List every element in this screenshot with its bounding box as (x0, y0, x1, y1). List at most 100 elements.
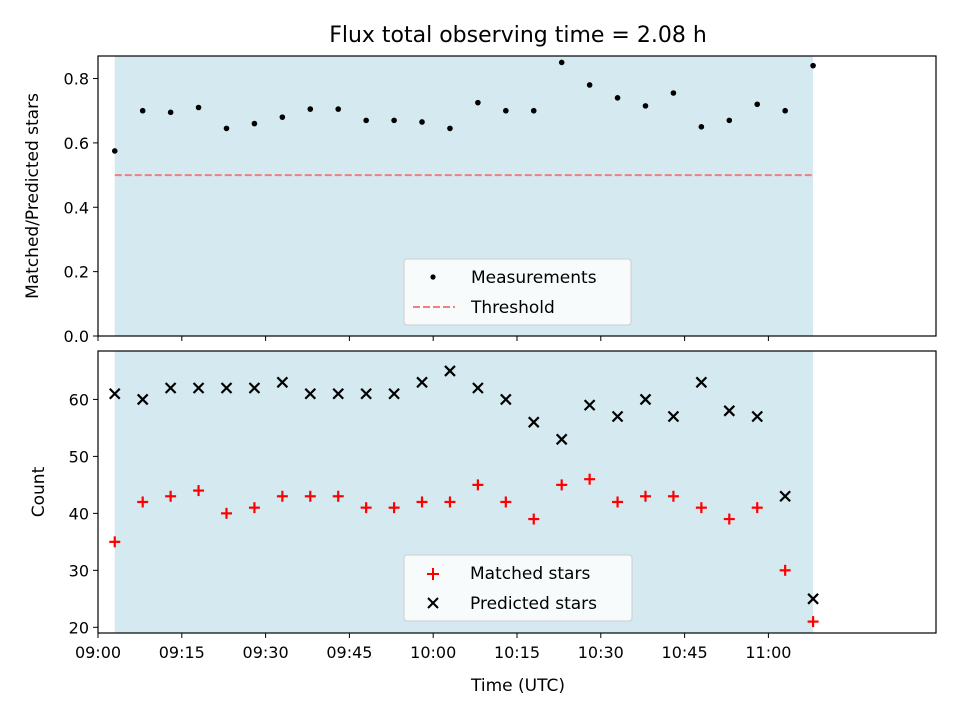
matched-star-point (667, 490, 679, 502)
predicted-star-point (807, 593, 819, 605)
matched-star-point (444, 496, 456, 508)
predicted-star-point (332, 387, 345, 400)
legend-matched-marker (427, 568, 439, 580)
matched-star-point (472, 479, 484, 491)
matched-star-point (193, 485, 205, 497)
matched-star-point (751, 502, 763, 514)
predicted-star-point (136, 393, 149, 406)
y-tick-label: 0.4 (64, 198, 89, 217)
y-tick-label: 40 (69, 504, 89, 523)
x-tick-label: 10:00 (410, 643, 456, 662)
y-tick-label: 0.0 (64, 327, 89, 346)
bottom-x-axis-label: Time (UTC) (470, 676, 565, 696)
top-legend-box (403, 258, 632, 326)
predicted-star-point (695, 376, 708, 389)
y-tick-label: 0.8 (64, 70, 89, 89)
measurement-point (363, 117, 369, 124)
matched-star-point (807, 616, 819, 628)
predicted-star-point (500, 393, 512, 406)
predicted-star-point (667, 410, 680, 423)
legend-measurements-marker (430, 274, 436, 280)
predicted-star-point (639, 393, 652, 406)
top-legend: Measurements Threshold (403, 258, 632, 326)
measurement-point (251, 120, 258, 127)
x-tick-label: 11:00 (745, 643, 791, 662)
bottom-axes-frame (97, 350, 937, 634)
matched-star-point (416, 496, 428, 508)
measurement-point (782, 107, 788, 114)
matched-star-point (612, 496, 624, 508)
measurement-point (503, 107, 509, 114)
matched-star-point (109, 536, 121, 548)
predicted-star-point (472, 382, 484, 394)
matched-star-point (137, 496, 149, 508)
legend-matched-label: Matched stars (470, 564, 590, 584)
measurement-point (223, 125, 230, 132)
matched-star-point (584, 473, 596, 485)
measurement-point (419, 119, 425, 125)
measurement-point (167, 109, 174, 116)
predicted-star-point (304, 387, 317, 400)
measurement-point (810, 62, 816, 69)
measurement-point (391, 117, 397, 124)
predicted-star-point (611, 410, 624, 423)
matched-star-point (276, 490, 288, 502)
measurement-point (698, 124, 705, 130)
y-tick-label: 50 (69, 447, 89, 466)
legend-predicted-marker (427, 597, 439, 609)
predicted-star-point (444, 365, 456, 377)
x-tick-label: 09:00 (75, 643, 121, 662)
legend-threshold-label: Threshold (470, 298, 555, 318)
measurement-point (530, 107, 537, 114)
x-tick-label: 10:30 (578, 643, 624, 662)
measurement-point (307, 106, 314, 112)
matched-star-point (779, 564, 791, 576)
x-tick-label: 10:45 (662, 643, 708, 662)
y-tick-label: 0.2 (64, 263, 89, 282)
legend-predicted-label: Predicted stars (470, 594, 597, 614)
predicted-star-point (360, 387, 372, 400)
matched-star-point (360, 502, 372, 514)
x-tick-label: 09:15 (159, 643, 205, 662)
predicted-star-point (416, 376, 428, 389)
measurement-point (447, 125, 453, 132)
measurement-point (670, 90, 677, 96)
measurement-point (195, 104, 202, 111)
predicted-star-point (192, 382, 205, 394)
matched-star-point (304, 490, 316, 502)
matched-star-point (220, 507, 232, 519)
predicted-star-point (108, 387, 121, 400)
y-tick-label: 20 (69, 618, 89, 637)
bottom-legend: Matched stars Predicted stars (403, 554, 633, 622)
matched-star-point (500, 496, 512, 508)
predicted-star-point (751, 410, 764, 423)
matched-star-point (332, 490, 344, 502)
matched-star-point (695, 502, 707, 514)
measurement-point (614, 95, 621, 101)
predicted-star-point (527, 416, 540, 428)
predicted-star-point (164, 382, 177, 394)
measurement-point (139, 107, 146, 114)
legend-measurements-label: Measurements (471, 268, 597, 288)
bottom-y-axis-label: Count (29, 466, 49, 517)
y-tick-label: 30 (69, 561, 89, 580)
top-axes-frame (97, 55, 937, 337)
bottom-panel: 20 30 40 50 60 09:00 09:15 09:30 09:45 10:00 10:1… (29, 350, 937, 696)
matched-star-point (639, 490, 651, 502)
measurement-point (279, 114, 286, 120)
predicted-star-point (388, 387, 400, 400)
matched-star-point (556, 479, 568, 491)
x-tick-label: 10:15 (494, 643, 540, 662)
measurement-point (586, 82, 593, 88)
predicted-star-point (779, 490, 791, 503)
predicted-star-point (555, 433, 568, 446)
figure-title: Flux total observing time = 2.08 h (329, 23, 707, 48)
measurement-point (335, 106, 342, 112)
matched-star-point (165, 490, 177, 502)
predicted-star-point (276, 376, 289, 389)
y-tick-label: 60 (69, 390, 89, 409)
bottom-legend-box (403, 554, 633, 622)
predicted-star-point (220, 382, 233, 394)
measurement-point (642, 103, 649, 109)
